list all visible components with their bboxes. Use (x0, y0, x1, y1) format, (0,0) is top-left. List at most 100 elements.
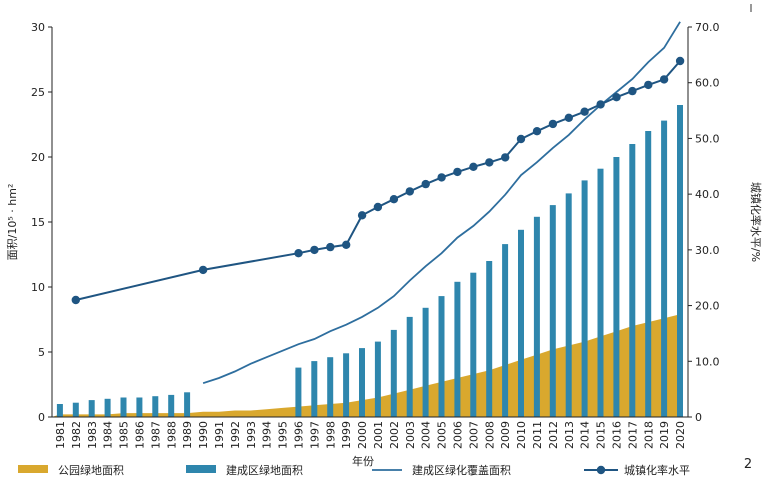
legend-label: 公园绿地面积 (58, 463, 124, 477)
y-left-tick-label: 5 (38, 346, 45, 359)
x-tick-label: 1981 (54, 421, 67, 449)
point-urbanization-2017 (628, 86, 637, 96)
legend-label: 城镇化率水平 (624, 463, 690, 477)
bar-1984 (104, 398, 111, 417)
x-tick-label: 2008 (483, 421, 496, 449)
bar-2016 (613, 157, 620, 417)
x-tick-label: 2016 (610, 421, 623, 449)
bar-2005 (438, 296, 445, 417)
y-right-tick-label: 0 (695, 411, 702, 424)
x-tick-label: 1988 (165, 421, 178, 449)
x-tick-label: 1993 (245, 421, 258, 449)
x-tick-label: 2020 (674, 421, 687, 449)
x-tick-label: 2014 (579, 421, 592, 449)
y-left-tick-label: 10 (31, 281, 45, 294)
y-axis-right-title: 城镇化率水平/% (749, 182, 762, 262)
point-urbanization-2002 (389, 195, 399, 204)
point-urbanization-1982 (71, 295, 81, 305)
bar-2017 (629, 144, 636, 417)
y-right-tick-label: 60.0 (695, 77, 720, 90)
bar-1986 (136, 397, 143, 417)
point-urbanization-1998 (326, 242, 335, 252)
point-urbanization-2015 (596, 100, 605, 109)
x-tick-label: 1986 (133, 421, 146, 449)
y-right-tick-label: 70.0 (695, 21, 720, 34)
bar-1985 (120, 397, 127, 417)
x-tick-label: 1996 (292, 421, 305, 449)
y-right-tick-label: 30.0 (695, 244, 720, 257)
x-tick-label: 1995 (277, 421, 290, 449)
x-tick-label: 2015 (595, 421, 608, 449)
x-tick-label: 2017 (626, 421, 639, 449)
x-tick-label: 2005 (436, 421, 449, 449)
bar-1987 (152, 396, 159, 417)
point-urbanization-2006 (453, 167, 462, 177)
bar-2008 (486, 261, 493, 417)
point-urbanization-2014 (580, 107, 589, 116)
point-urbanization-2016 (612, 93, 621, 102)
x-tick-label: 2010 (515, 421, 528, 449)
legend-layer: 公园绿地面积 建成区绿地面积 建成区绿化覆盖面积 城镇化率水平 (18, 463, 690, 477)
point-urbanization-2020 (675, 56, 685, 66)
y-left-tick-label: 0 (38, 411, 45, 424)
x-tick-label: 2009 (499, 421, 512, 449)
point-urbanization-2013 (564, 113, 573, 123)
x-tick-label: 2012 (547, 421, 560, 449)
bar-2002 (390, 329, 397, 417)
x-tick-label: 2001 (372, 421, 385, 449)
y-right-tick-label: 40.0 (695, 188, 720, 201)
point-urbanization-2000 (357, 211, 367, 220)
x-tick-label: 1991 (213, 421, 226, 449)
legend-label: 建成区绿地面积 (226, 463, 303, 477)
point-urbanization-2009 (501, 153, 510, 162)
point-urbanization-2019 (659, 75, 669, 84)
point-urbanization-2001 (373, 202, 383, 212)
x-tick-label: 1982 (70, 421, 83, 449)
x-tick-label: 2019 (658, 421, 671, 449)
bar-2011 (533, 216, 540, 417)
x-tick-label: 1998 (324, 421, 337, 449)
bar-1998 (327, 357, 334, 417)
x-tick-label: 2003 (404, 421, 417, 449)
x-tick-label: 1992 (229, 421, 242, 449)
bar-2010 (518, 229, 524, 417)
x-tick-label: 2004 (420, 421, 433, 449)
axes-layer: 0 5 10 15 20 25 30 0 10.0 20.0 30.0 40.0 50.0 60.0 70.… (31, 21, 720, 449)
x-tick-label: 1989 (181, 421, 194, 449)
point-urbanization-2008 (485, 158, 494, 167)
x-tick-label: 1990 (197, 421, 210, 449)
y-right-tick-label: 10.0 (695, 355, 720, 368)
legend-swatch-area (18, 465, 48, 473)
point-urbanization-2018 (644, 80, 653, 90)
x-tick-label: 1999 (340, 421, 353, 449)
bar-1983 (88, 400, 95, 417)
bar-2020 (677, 105, 683, 417)
y-axis-left-title: 面积/10⁵ · hm² (6, 184, 19, 261)
bar-1982 (72, 402, 79, 417)
x-tick-label: 2013 (563, 421, 576, 449)
x-tick-label: 1983 (86, 421, 99, 449)
bar-2012 (549, 205, 556, 417)
bar-2007 (470, 272, 477, 417)
y-left-tick-label: 15 (31, 216, 45, 229)
y-left-tick-label: 20 (31, 151, 45, 164)
page-number: 2 (744, 457, 752, 472)
bar-2003 (406, 316, 413, 417)
point-urbanization-2010 (516, 134, 526, 144)
line-urbanization (75, 60, 681, 301)
bar-2000 (359, 348, 365, 417)
x-tick-label: 1994 (261, 421, 274, 449)
bar-1988 (168, 394, 175, 417)
legend-swatch-marker (596, 465, 606, 475)
point-urbanization-1990 (198, 265, 208, 275)
bar-2006 (454, 281, 461, 417)
y-right-tick-label: 50.0 (695, 132, 720, 145)
point-urbanization-1996 (294, 249, 303, 258)
x-tick-label: 1985 (118, 421, 131, 449)
bar-2004 (422, 307, 429, 417)
bar-2014 (581, 180, 588, 417)
x-tick-label: 1997 (308, 421, 321, 449)
bar-1997 (311, 361, 318, 417)
x-tick-label: 2000 (356, 421, 369, 449)
